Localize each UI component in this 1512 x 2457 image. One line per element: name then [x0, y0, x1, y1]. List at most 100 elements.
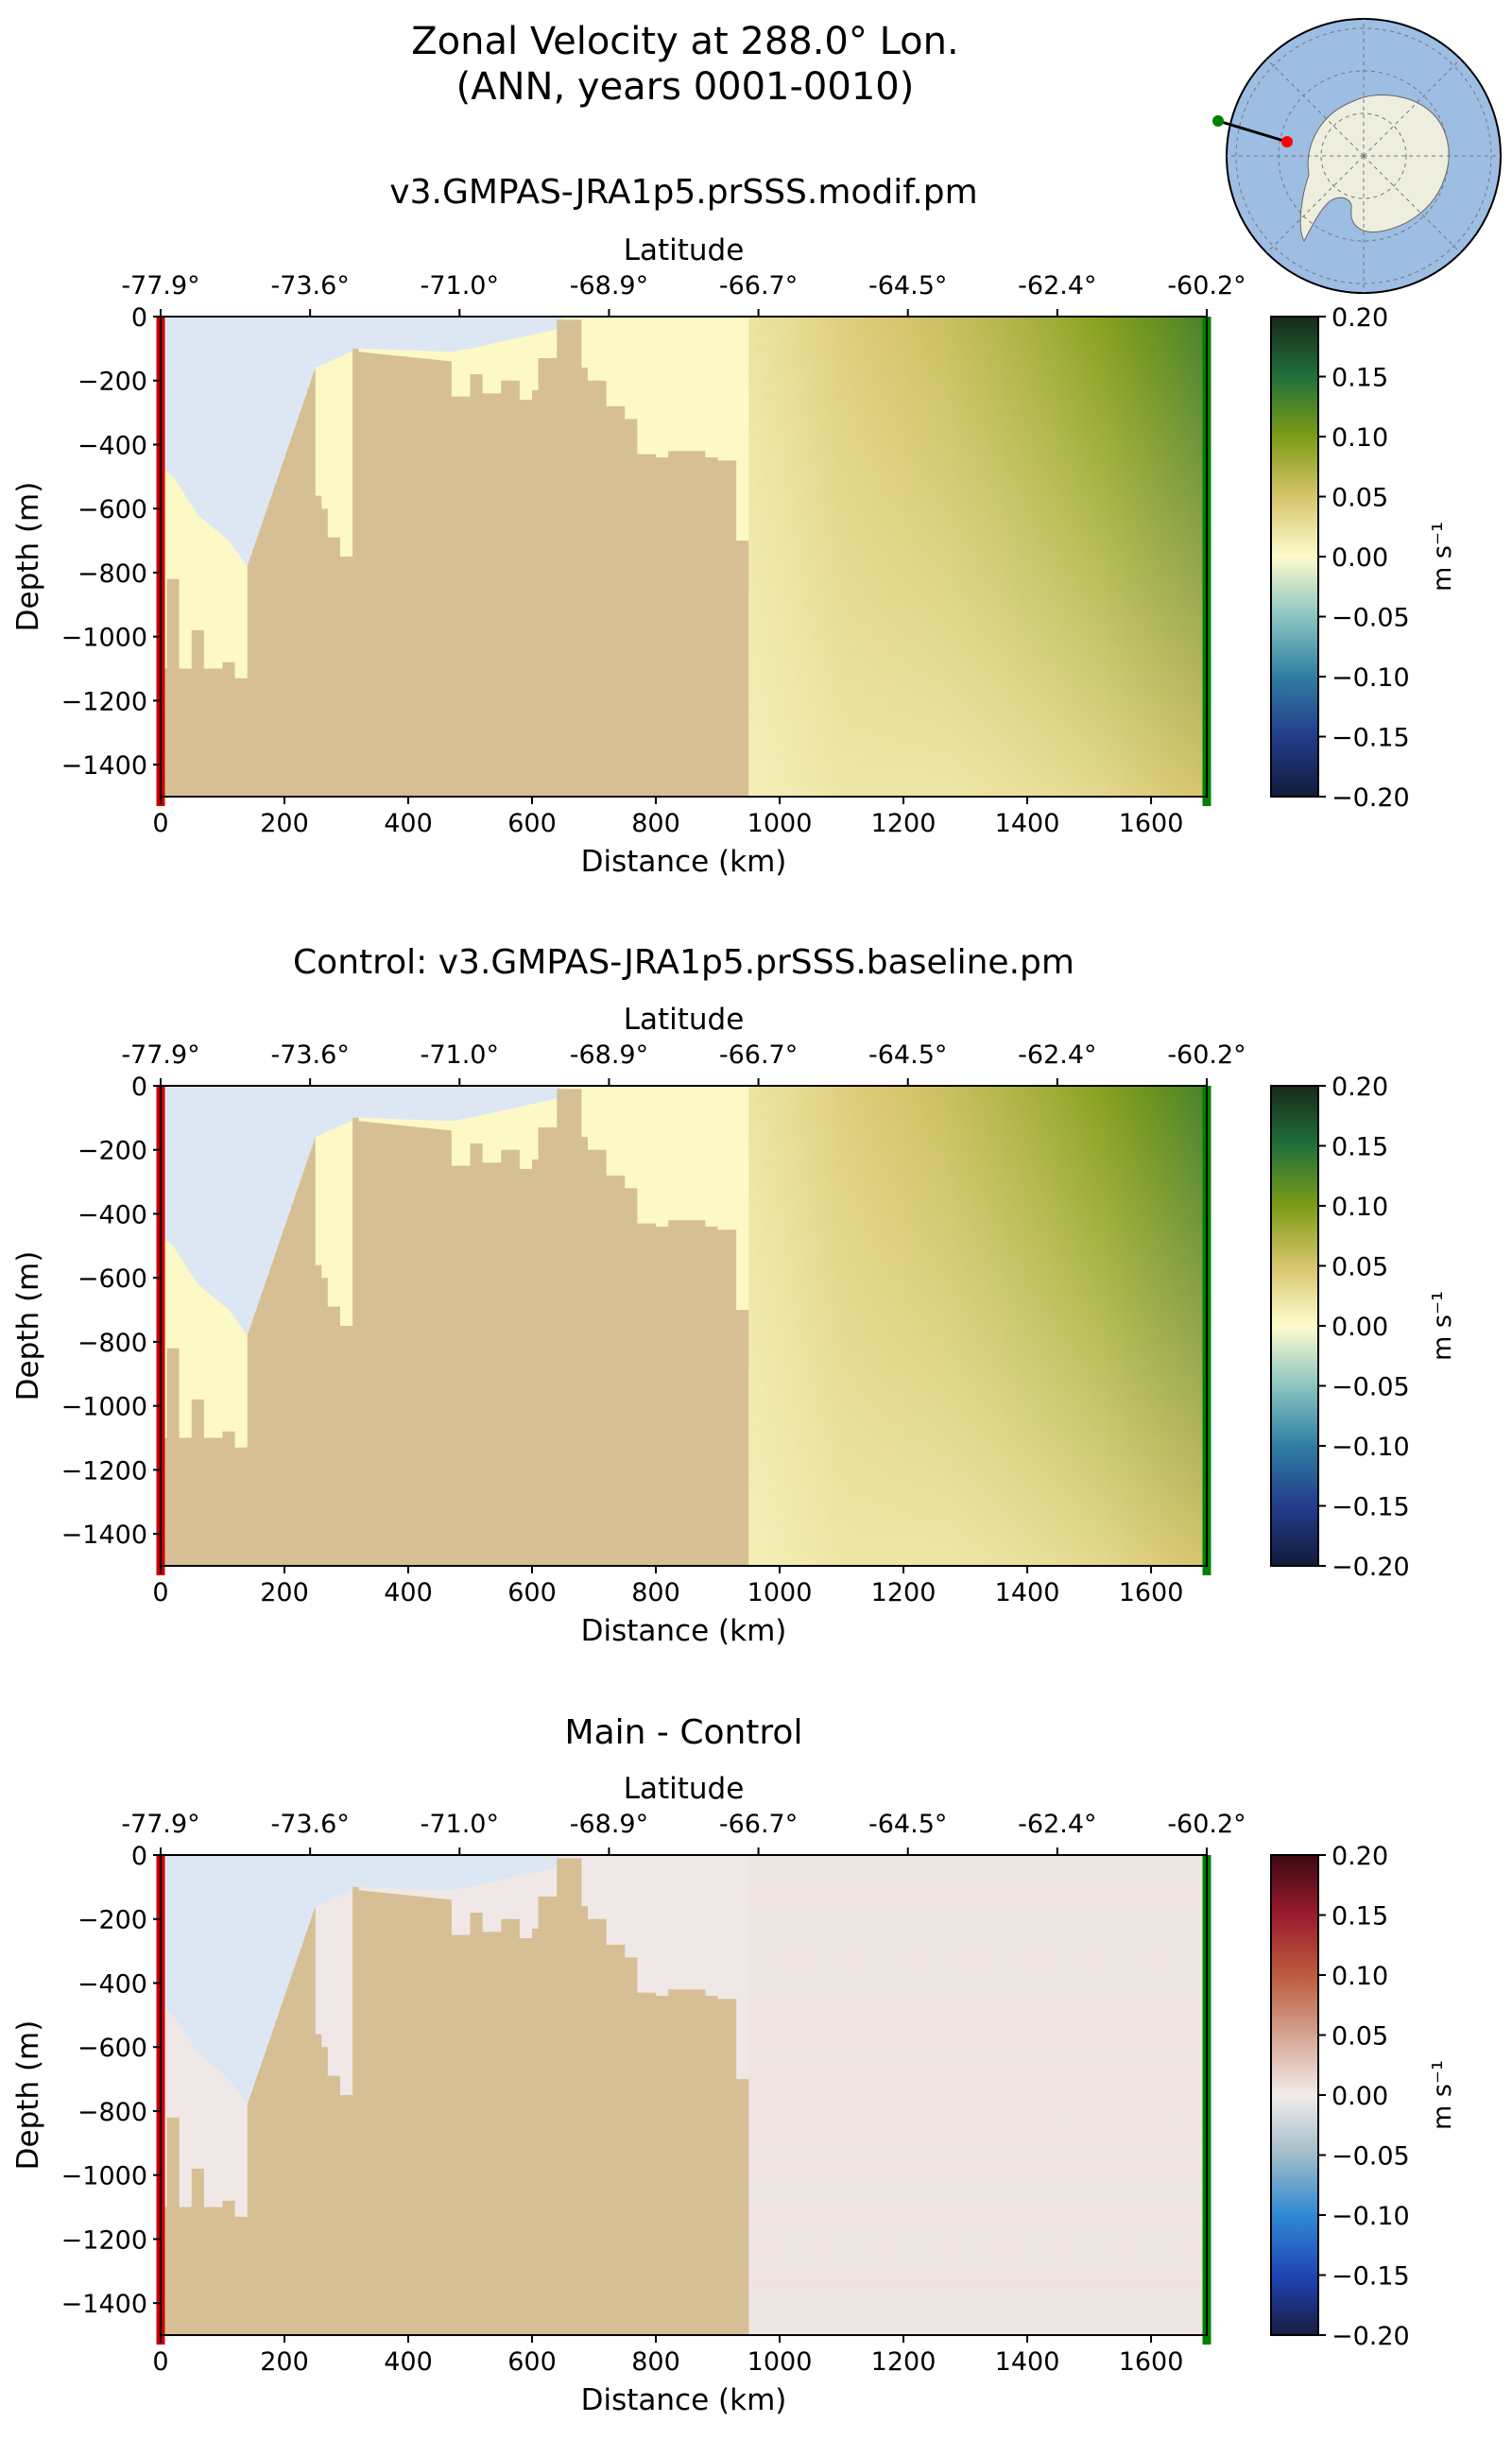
y-axis-label: Depth (m) [11, 2020, 45, 2171]
colorbar-tick-label: 0.15 [1332, 1133, 1388, 1162]
ice-shelf [161, 1855, 563, 2105]
lat-tick-label: -77.9° [121, 1040, 199, 1070]
x-tick-label: 600 [507, 809, 557, 838]
ice-shelf [161, 317, 563, 567]
x-tick-label: 1000 [747, 2347, 813, 2377]
y-tick-label: −1000 [61, 624, 147, 653]
latitude-circle [1235, 27, 1492, 284]
x-tick-label: 1600 [1119, 1578, 1184, 1607]
y-tick-label: −400 [77, 1200, 147, 1229]
lat-tick-label: -62.4° [1018, 271, 1096, 301]
x-tick-label: 1000 [747, 809, 813, 838]
y-tick-label: −600 [77, 1264, 147, 1294]
y-axis-label: Depth (m) [11, 482, 45, 632]
figure-title-line2: (ANN, years 0001-0010) [455, 65, 915, 109]
lat-tick-label: -68.9° [570, 1040, 648, 1070]
x-tick-label: 200 [260, 1578, 309, 1607]
y-tick-label: −800 [77, 2098, 147, 2127]
top-axis-label: Latitude [624, 233, 745, 267]
lat-tick-label: -64.5° [868, 1810, 947, 1839]
colorbar-bar [1270, 1085, 1319, 1567]
colorbar-tick-label: 0.20 [1332, 1842, 1388, 1871]
colorbar-tick-label: 0.15 [1332, 1902, 1388, 1932]
y-tick-label: −1400 [61, 1521, 147, 1550]
y-tick-label: −1200 [61, 2225, 147, 2255]
colorbar-bar [1270, 1854, 1319, 2336]
meridian-line [1266, 59, 1365, 157]
y-tick-label: −400 [77, 1969, 147, 1999]
lat-tick-label: -73.6° [270, 271, 349, 301]
x-tick-label: 1000 [747, 1578, 813, 1607]
bathymetry-land [161, 1089, 749, 1566]
plot-area [161, 317, 1207, 797]
lat-tick-label: -68.9° [570, 271, 648, 301]
ice-shelf [161, 1086, 563, 1336]
colorbar-bar [1270, 316, 1319, 798]
y-tick-label: −600 [77, 2034, 147, 2063]
lat-tick-label: -66.7° [719, 1040, 798, 1070]
colorbar-tick-label: −0.15 [1332, 724, 1410, 753]
x-tick-label: 1600 [1119, 809, 1184, 838]
x-tick-label: 800 [631, 2347, 680, 2377]
colorbar-tick-label: −0.20 [1332, 1553, 1410, 1582]
axes-frame [160, 1085, 1208, 1567]
y-axis-label: Depth (m) [11, 1251, 45, 1401]
colorbar-label: m s⁻¹ [1428, 1291, 1457, 1361]
colorbar-tick-label: 0.10 [1332, 1193, 1388, 1222]
y-tick-label: −600 [77, 495, 147, 524]
top-axis-label: Latitude [624, 1003, 745, 1037]
y-tick-label: 0 [131, 303, 147, 333]
y-tick-label: −1200 [61, 1456, 147, 1486]
inset-map [1212, 18, 1502, 294]
colorbar-tick-label: 0.05 [1332, 1253, 1388, 1282]
panel-title: Control: v3.GMPAS-JRA1p5.prSSS.baseline.… [293, 943, 1074, 982]
axes-frame [160, 1854, 1208, 2336]
lat-tick-label: -60.2° [1167, 1810, 1246, 1839]
bathymetry-land [161, 1858, 749, 2335]
colorbar-tick-label: −0.15 [1332, 2262, 1410, 2292]
lat-tick-label: -66.7° [719, 1810, 798, 1839]
panel-3: Main - Control 0 200 400 600 800 1000 1200 1400 1… [11, 1713, 1457, 2417]
colorbar-tick-label: −0.20 [1332, 2322, 1410, 2351]
colorbar-tick-label: −0.05 [1332, 1373, 1410, 1402]
y-tick-label: −1200 [61, 687, 147, 716]
x-tick-label: 400 [384, 809, 433, 838]
plot-area [161, 1855, 1207, 2335]
lat-tick-label: -71.0° [421, 271, 499, 301]
y-tick-label: 0 [131, 1842, 147, 1871]
lat-tick-label: -62.4° [1018, 1810, 1096, 1839]
colorbar-tick-label: 0.15 [1332, 364, 1388, 393]
colorbar: 0.20 0.15 0.10 0.05 0.00 −0.05 −0.10 −0.15 −0.20… [1270, 303, 1457, 813]
meridian-line [1363, 59, 1461, 157]
lat-tick-label: -77.9° [121, 1810, 199, 1839]
x-tick-label: 0 [152, 2347, 168, 2377]
colorbar: 0.20 0.15 0.10 0.05 0.00 −0.05 −0.10 −0.15 −0.20… [1270, 1842, 1457, 2351]
lat-tick-label: -68.9° [570, 1810, 648, 1839]
lat-tick-label: -64.5° [868, 271, 947, 301]
x-tick-label: 1200 [871, 809, 936, 838]
colorbar-tick-label: −0.10 [1332, 2202, 1410, 2231]
y-tick-label: −800 [77, 1329, 147, 1358]
figure-title-line1: Zonal Velocity at 288.0° Lon. [411, 20, 959, 63]
y-tick-label: −800 [77, 559, 147, 589]
x-tick-label: 0 [152, 1578, 168, 1607]
x-tick-label: 1400 [995, 1578, 1060, 1607]
x-tick-label: 400 [384, 2347, 433, 2377]
colorbar-tick-label: 0.20 [1332, 303, 1388, 333]
colorbar-tick-label: −0.10 [1332, 663, 1410, 693]
figure-title: Zonal Velocity at 288.0° Lon. (ANN, year… [0, 19, 1370, 110]
panel-1: v3.GMPAS-JRA1p5.prSSS.modif.pm 0 200 400 600… [11, 173, 1457, 879]
colorbar-tick-label: 0.05 [1332, 2022, 1388, 2052]
y-tick-label: −1400 [61, 2290, 147, 2319]
x-axis-label: Distance (km) [581, 845, 787, 879]
lat-tick-label: -73.6° [270, 1810, 349, 1839]
y-tick-label: −1000 [61, 2162, 147, 2191]
colorbar-label: m s⁻¹ [1428, 2060, 1457, 2130]
x-tick-label: 200 [260, 2347, 309, 2377]
x-tick-label: 1600 [1119, 2347, 1184, 2377]
colorbar-tick-label: 0.10 [1332, 423, 1388, 453]
x-axis-label: Distance (km) [581, 1614, 787, 1648]
lat-tick-label: -66.7° [719, 271, 798, 301]
colorbar-tick-label: −0.20 [1332, 783, 1410, 813]
